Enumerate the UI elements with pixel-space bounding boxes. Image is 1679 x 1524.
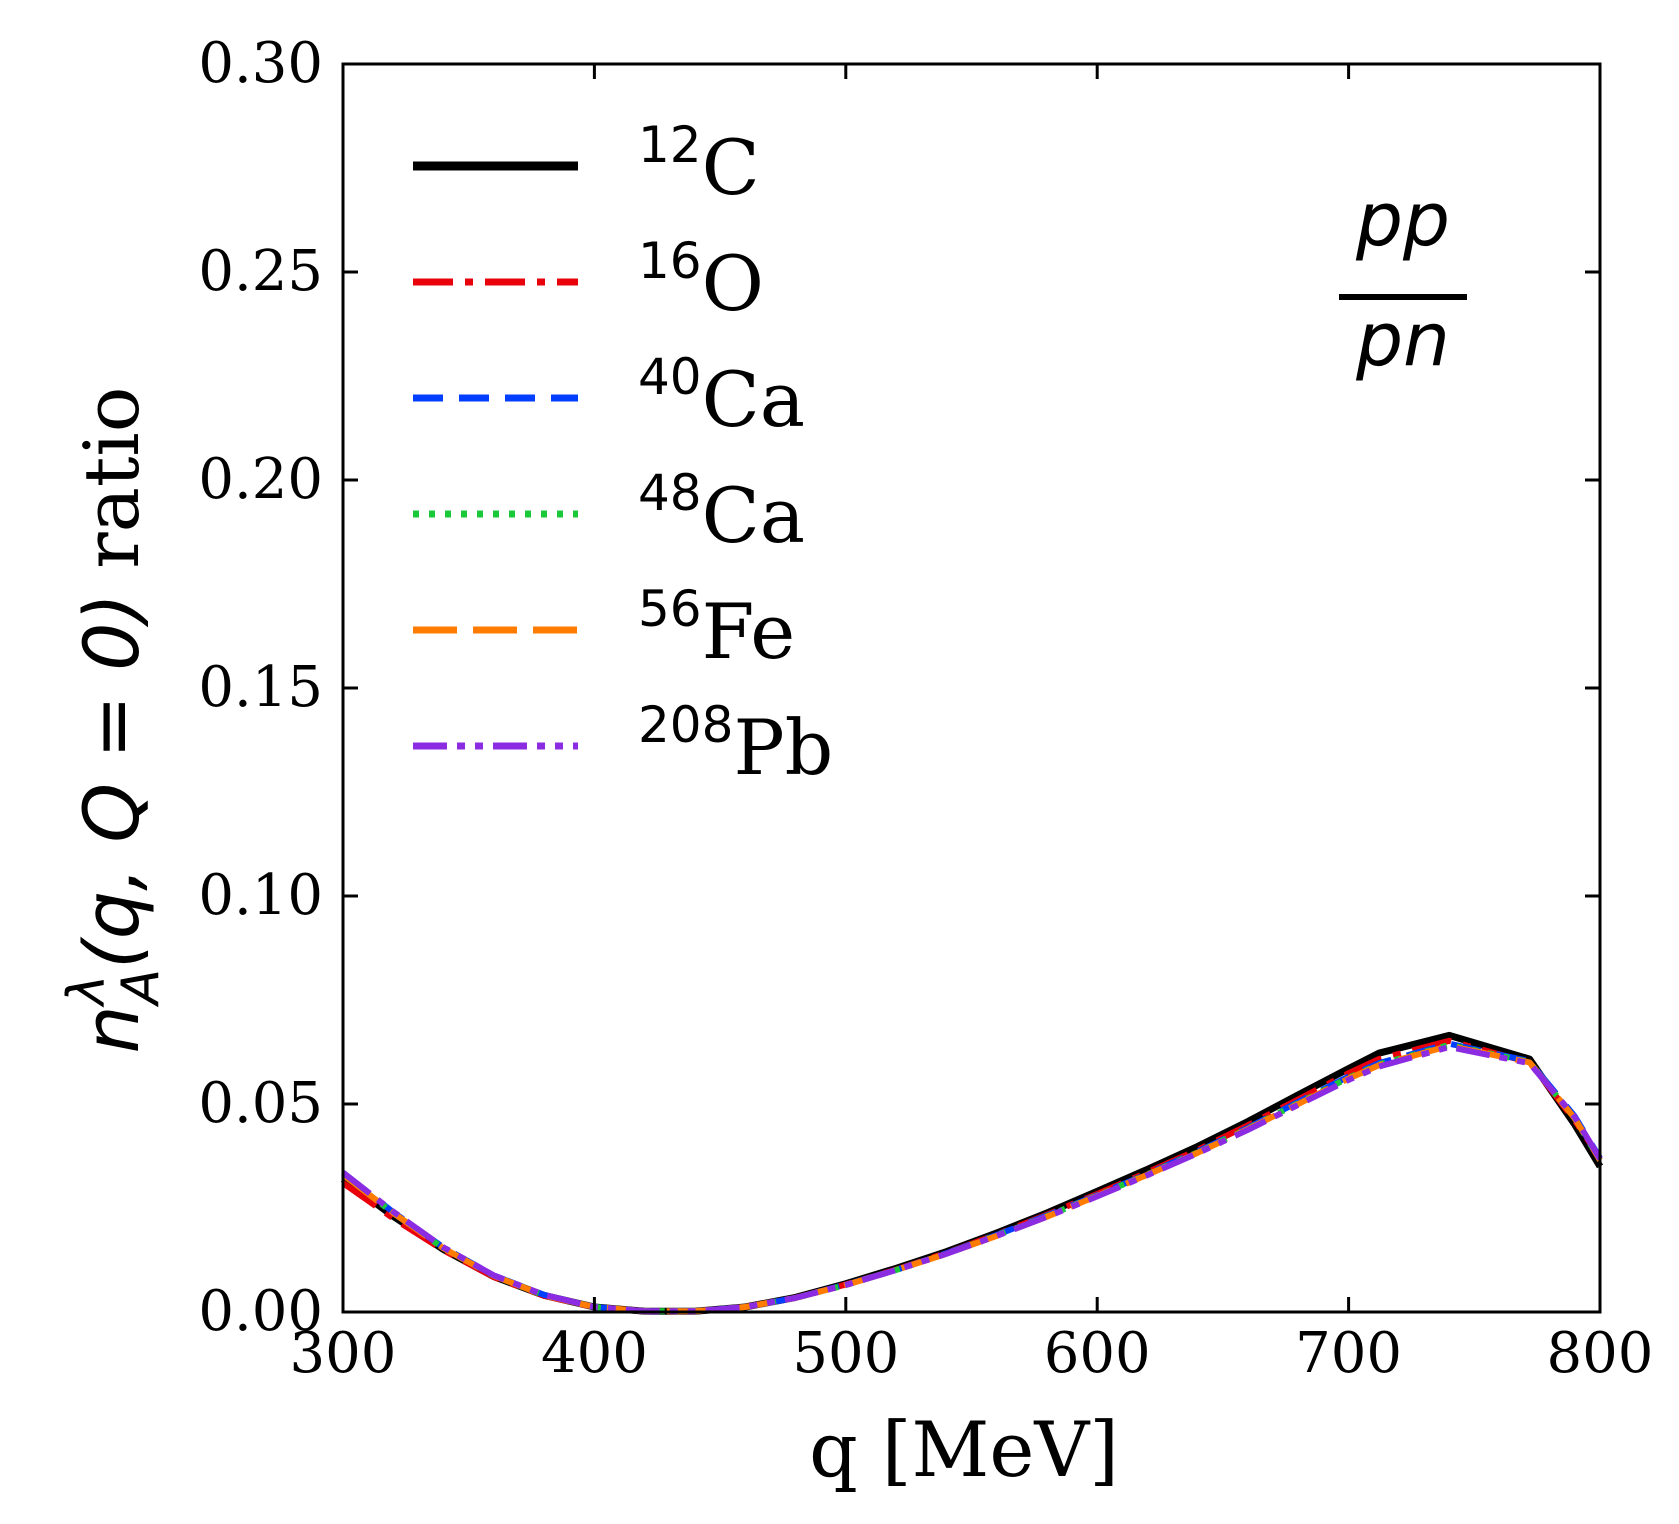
y-tick-label: 0.20 [198,447,323,512]
legend-mass-number: 16 [638,232,702,290]
legend-element: O [702,239,764,328]
legend-mass-number: 12 [638,116,702,174]
y-tick-label: 0.15 [198,655,323,720]
legend-label: 48Ca [638,464,805,560]
x-tick-label: 400 [541,1321,648,1386]
legend-element: Ca [702,471,805,560]
y-label-symbol: n [67,1005,156,1053]
axes: 300 400 500 600 700 800 0.00 0.05 0.10 0.15 0.20 0.… [198,31,1653,1386]
y-axis-label: nλA(q, Q = 0) ratio [57,387,171,1054]
x-tick-label: 800 [1547,1321,1654,1386]
legend-element: Ca [702,355,805,444]
x-tick-label: 500 [792,1321,899,1386]
y-tick-label: 0.30 [198,31,323,96]
y-label-args: (q, Q = 0) [67,593,156,969]
legend-mass-number: 48 [638,464,702,522]
legend-label: 16O [638,232,764,328]
plot-area [343,64,1600,1312]
y-tick-label: 0.00 [198,1279,323,1344]
y-tick-label: 0.10 [198,863,323,928]
legend-element: C [702,123,760,212]
y-tick-label: 0.25 [198,239,323,304]
y-label-suffix: ratio [67,387,156,593]
annotation-denominator: pn [1355,297,1450,383]
legend-mass-number: 208 [638,696,733,754]
legend-mass-number: 56 [638,580,702,638]
series-layer [340,1031,1603,1315]
series-line-208pb [341,1044,1603,1315]
plot-background [343,64,1600,1312]
legend-label: 56Fe [638,580,795,676]
annotation-numerator: pp [1355,177,1450,263]
x-tick-label: 300 [290,1321,397,1386]
legend-element: Pb [733,703,833,792]
legend-mass-number: 40 [638,348,702,406]
legend-label: 40Ca [638,348,805,444]
x-tick-label: 700 [1295,1321,1402,1386]
x-axis-label: q [MeV] [809,1405,1119,1494]
ratio-annotation: pp pn [1339,177,1467,383]
legend-element: Fe [702,587,796,676]
x-tick-label: 600 [1044,1321,1151,1386]
legend-label: 12C [638,116,760,212]
y-label-superscript: λ [57,975,117,1009]
y-tick-label: 0.05 [198,1071,323,1136]
legend-label: 208Pb [638,696,833,792]
y-label-subscript: A [111,969,171,1008]
